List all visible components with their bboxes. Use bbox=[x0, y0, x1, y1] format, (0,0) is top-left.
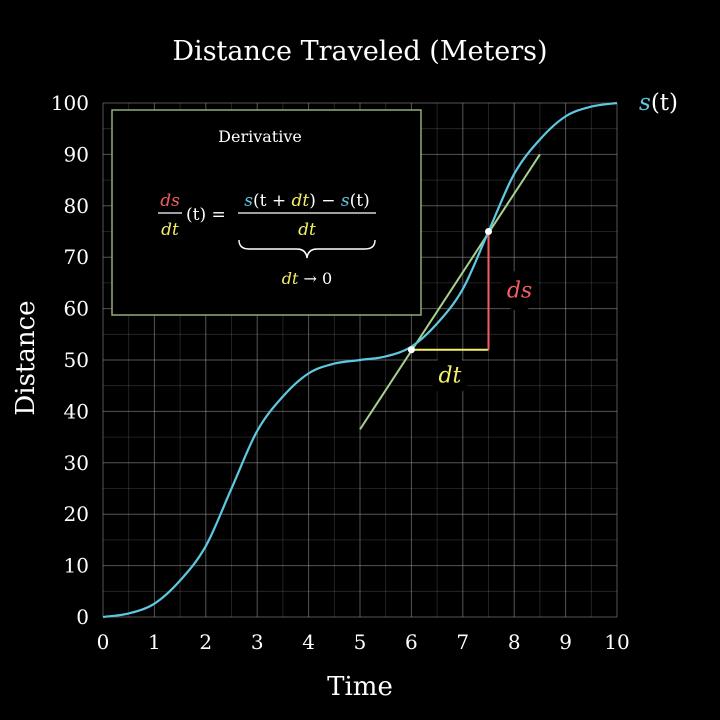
derivative-box-title: Derivative bbox=[218, 127, 302, 146]
formula-rhs-c: (t) bbox=[350, 191, 370, 211]
y-tick-label: 20 bbox=[64, 502, 89, 526]
dt-label: dt bbox=[438, 364, 461, 389]
x-tick-label: 10 bbox=[604, 630, 629, 654]
y-tick-label: 50 bbox=[64, 348, 89, 372]
curve-s-of-t bbox=[102, 101, 618, 619]
curve-label-rest: (t) bbox=[651, 90, 678, 116]
derivative-box: Derivative ds dt (t) = s(t + dt) − s(t) … bbox=[111, 109, 422, 316]
x-tick-label: 7 bbox=[456, 630, 469, 654]
x-tick-label: 3 bbox=[251, 630, 264, 654]
x-tick-label: 4 bbox=[302, 630, 315, 654]
ds-label: ds bbox=[507, 279, 532, 304]
chart-title: Distance Traveled (Meters) bbox=[172, 36, 547, 67]
y-axis-label: Distance bbox=[11, 300, 41, 415]
y-tick-label: 30 bbox=[64, 451, 89, 475]
x-tick-label: 6 bbox=[405, 630, 418, 654]
formula-rhs-denominator: dt bbox=[298, 220, 316, 240]
formula-limit: dt → 0 bbox=[282, 269, 332, 288]
y-tick-label: 90 bbox=[64, 142, 89, 166]
x-tick-label: 1 bbox=[148, 630, 161, 654]
data-point bbox=[407, 346, 415, 354]
formula-rhs-dt: dt bbox=[292, 191, 310, 211]
x-tick-label: 2 bbox=[199, 630, 212, 654]
plot-grid bbox=[102, 102, 618, 618]
formula-rhs-s1: s bbox=[244, 191, 253, 211]
formula-limit-rest: → 0 bbox=[298, 269, 332, 288]
formula-rhs-s2: s bbox=[341, 191, 350, 211]
formula-underbrace bbox=[238, 239, 376, 259]
x-tick-label: 9 bbox=[559, 630, 572, 654]
formula-rhs-b: ) − bbox=[309, 191, 341, 211]
formula-lhs-numerator: ds bbox=[160, 191, 180, 211]
curve-label: s(t) bbox=[639, 90, 678, 116]
y-tick-label: 0 bbox=[76, 605, 89, 629]
ds-label-backing bbox=[499, 270, 540, 311]
y-tick-label: 40 bbox=[64, 399, 89, 423]
formula-rhs-a: (t + bbox=[253, 191, 292, 211]
formula-lhs-denominator: dt bbox=[161, 220, 179, 240]
dt-label-backing bbox=[429, 355, 470, 396]
x-tick-label: 5 bbox=[354, 630, 367, 654]
x-tick-labels: 0 1 2 3 4 5 6 7 8 9 10 bbox=[97, 630, 630, 654]
y-tick-labels: 0 10 20 30 40 50 60 70 80 90 100 bbox=[51, 91, 89, 629]
x-tick-label: 0 bbox=[97, 630, 110, 654]
y-tick-label: 10 bbox=[64, 554, 89, 578]
formula-rhs-numerator: s(t + dt) − s(t) bbox=[244, 191, 370, 211]
data-point bbox=[485, 228, 492, 235]
y-tick-label: 70 bbox=[64, 245, 89, 269]
formula-limit-dt: dt bbox=[282, 269, 299, 288]
formula-lhs-argument: (t) = bbox=[186, 205, 226, 225]
x-tick-label: 8 bbox=[508, 630, 521, 654]
x-axis-label: Time bbox=[327, 672, 393, 702]
y-tick-label: 80 bbox=[64, 194, 89, 218]
y-tick-label: 100 bbox=[51, 91, 89, 115]
tangent-line bbox=[359, 153, 541, 430]
y-tick-label: 60 bbox=[64, 297, 89, 321]
curve-label-s: s bbox=[639, 90, 651, 116]
